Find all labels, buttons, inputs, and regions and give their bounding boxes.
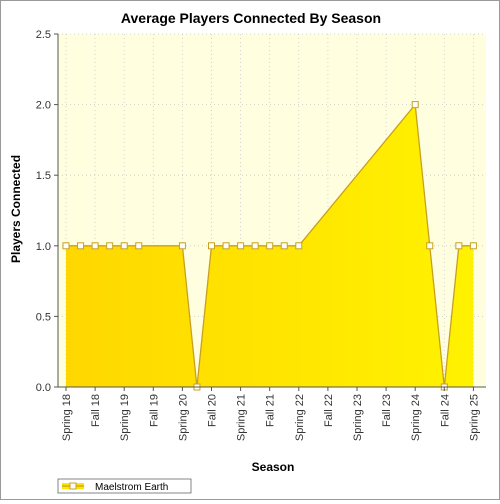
legend-label: Maelstrom Earth bbox=[95, 482, 168, 493]
data-point bbox=[266, 242, 274, 250]
x-tick-label: Spring 24 bbox=[410, 394, 422, 441]
data-point bbox=[280, 242, 288, 250]
y-tick-label: 2.0 bbox=[36, 100, 51, 112]
y-tick-label: 0.0 bbox=[36, 382, 51, 394]
data-point bbox=[411, 101, 419, 109]
x-tick-label: Fall 19 bbox=[148, 394, 160, 427]
x-tick-label: Spring 18 bbox=[61, 394, 73, 441]
y-tick-label: 0.5 bbox=[36, 311, 51, 323]
x-axis-label: Season bbox=[252, 460, 295, 474]
data-point bbox=[295, 242, 303, 250]
x-tick-label: Spring 22 bbox=[294, 394, 306, 441]
legend: Maelstrom Earth bbox=[57, 478, 192, 494]
x-tick-label: Spring 20 bbox=[177, 394, 189, 441]
legend-marker bbox=[69, 482, 77, 490]
x-tick-label: Spring 23 bbox=[352, 394, 364, 441]
data-point bbox=[106, 242, 114, 250]
x-tick-label: Fall 18 bbox=[90, 394, 102, 427]
x-tick-label: Fall 23 bbox=[381, 394, 393, 427]
data-point bbox=[222, 242, 230, 250]
x-tick-label: Fall 22 bbox=[323, 394, 335, 427]
data-point bbox=[178, 242, 186, 250]
data-point bbox=[237, 242, 245, 250]
x-tick-label: Fall 20 bbox=[207, 394, 219, 427]
x-tick-label: Spring 25 bbox=[468, 394, 480, 441]
data-point bbox=[91, 242, 99, 250]
data-point bbox=[120, 242, 128, 250]
data-point bbox=[455, 242, 463, 250]
data-point bbox=[469, 242, 477, 250]
data-point bbox=[135, 242, 143, 250]
plot-area: 0.0 0.5 1.0 1.5 2.0 2.5 Spring 18 Fall 18 Spring… bbox=[36, 29, 486, 441]
data-point bbox=[77, 242, 85, 250]
x-tick-label: Fall 24 bbox=[439, 394, 451, 427]
y-tick-label: 1.0 bbox=[36, 241, 51, 253]
y-tick-label: 2.5 bbox=[36, 29, 51, 41]
data-point bbox=[251, 242, 259, 250]
data-point bbox=[426, 242, 434, 250]
y-axis-label: Players Connected bbox=[9, 155, 23, 263]
series-area bbox=[66, 104, 474, 387]
x-tick-label: Spring 21 bbox=[236, 394, 248, 441]
chart-title: Average Players Connected By Season bbox=[121, 10, 381, 26]
y-tick-label: 1.5 bbox=[36, 170, 51, 182]
data-point bbox=[208, 242, 215, 250]
data-point bbox=[62, 242, 70, 250]
legend-box bbox=[57, 478, 192, 494]
x-tick-label: Fall 21 bbox=[265, 394, 277, 427]
x-tick-label: Spring 19 bbox=[119, 394, 131, 441]
